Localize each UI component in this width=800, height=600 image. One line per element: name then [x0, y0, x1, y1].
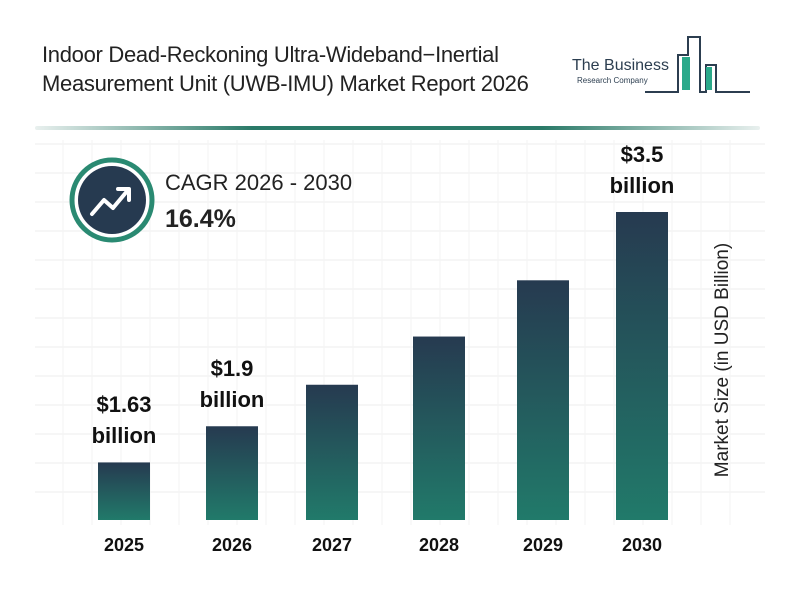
data-label: $3.5 billion	[592, 139, 692, 201]
data-label-amount: $1.63	[96, 392, 152, 418]
x-tick-label: 2027	[311, 535, 353, 555]
company-logo: The Business Research Company	[570, 35, 755, 95]
bar-2030	[616, 212, 668, 520]
bar-2028	[413, 336, 465, 520]
bar-2025	[98, 462, 150, 520]
x-tick-label: 2029	[522, 535, 564, 555]
bar-2029	[517, 280, 569, 520]
bar-2027	[306, 384, 358, 520]
header-divider	[35, 126, 760, 130]
trending-up-icon	[90, 188, 130, 216]
page-title: Indoor Dead-Reckoning Ultra-Wideband−Ine…	[42, 42, 529, 96]
data-label: $1.9 billion	[182, 353, 282, 415]
logo-buildings-icon	[645, 36, 750, 93]
y-axis-label: Market Size (in USD Billion)	[712, 242, 733, 478]
x-tick-label: 2025	[103, 535, 145, 555]
data-label: $1.63 billion	[74, 389, 174, 451]
x-tick-label: 2030	[621, 535, 663, 555]
cagr-badge-icon	[69, 157, 155, 243]
data-label-unit: billion	[609, 173, 675, 198]
cagr-value: 16.4%	[165, 205, 236, 233]
logo-subtext: Research Company	[577, 76, 648, 85]
data-label-unit: billion	[91, 423, 157, 449]
bar-2026	[206, 426, 258, 520]
data-label-unit: billion	[199, 387, 265, 413]
cagr-label: CAGR 2026 - 2030	[165, 170, 353, 195]
x-tick-label: 2028	[418, 535, 460, 555]
data-label-amount: $3.5	[620, 142, 664, 167]
x-tick-label: 2026	[211, 535, 253, 555]
data-label-amount: $1.9	[210, 356, 254, 382]
logo-text: The Business	[572, 57, 669, 74]
